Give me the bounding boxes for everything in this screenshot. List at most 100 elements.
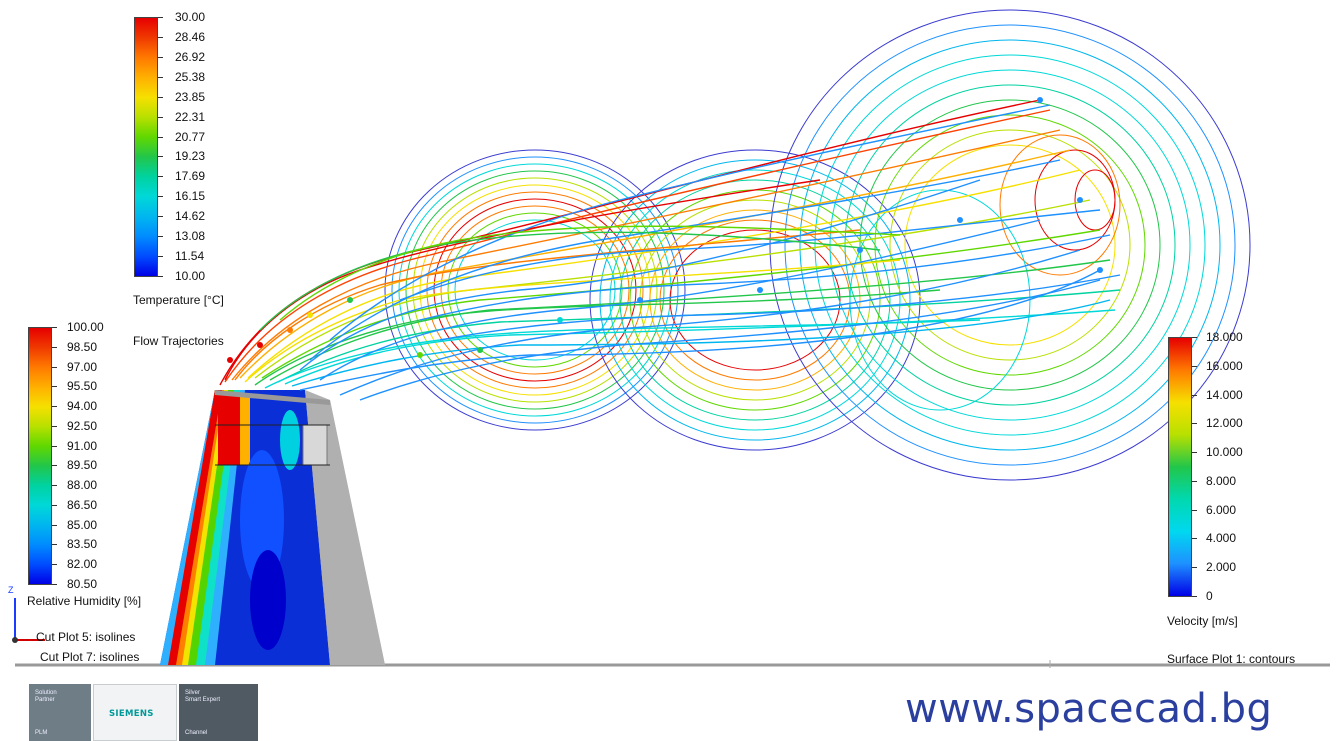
humidity-tick — [52, 465, 57, 466]
velocity-tick — [1192, 452, 1197, 453]
humidity-scale-value: 83.50 — [67, 537, 98, 551]
axis-triad — [12, 598, 45, 643]
temperature-tick — [158, 97, 163, 98]
temperature-scale-value: 14.62 — [175, 209, 206, 223]
temperature-scale-value: 26.92 — [175, 50, 206, 64]
velocity-tick — [1192, 481, 1197, 482]
temperature-scale-value: 16.15 — [175, 189, 206, 203]
humidity-tick — [52, 367, 57, 368]
solution-partner-badge: Solution Partner PLM — [29, 684, 91, 741]
badge-smart-expert-text: Smart Expert — [185, 697, 221, 703]
humidity-tick — [52, 584, 57, 585]
velocity-tick — [1192, 366, 1197, 367]
velocity-scale-value: 12.000 — [1206, 416, 1243, 430]
temperature-tick — [158, 37, 163, 38]
humidity-tick — [52, 347, 57, 348]
humidity-tick — [52, 386, 57, 387]
humidity-tick — [52, 406, 57, 407]
website-url[interactable]: www.spacecad.bg — [905, 686, 1273, 732]
humidity-tick — [52, 426, 57, 427]
temperature-scale-value: 30.00 — [175, 10, 206, 24]
isoline-ring-2 — [589, 149, 921, 451]
temperature-legend-title: Temperature [°C] — [133, 293, 224, 307]
humidity-scale-value: 97.00 — [67, 360, 98, 374]
temperature-tick — [158, 276, 163, 277]
velocity-scale-value: 4.000 — [1206, 531, 1237, 545]
cut-plot-5-label[interactable]: Cut Plot 5: isolines — [36, 630, 136, 644]
humidity-tick — [52, 446, 57, 447]
velocity-tick — [1192, 395, 1197, 396]
surface-plot-label[interactable]: Surface Plot 1: contours — [1167, 652, 1296, 666]
humidity-scale-value: 82.00 — [67, 557, 98, 571]
velocity-scale-value: 0 — [1206, 589, 1213, 603]
silver-smart-expert-badge: Silver Smart Expert Channel — [179, 684, 258, 741]
humidity-tick — [52, 327, 57, 328]
axis-z-label: Z — [8, 585, 14, 595]
velocity-tick — [1192, 596, 1197, 597]
humidity-scale-value: 92.50 — [67, 419, 98, 433]
velocity-scale-value: 8.000 — [1206, 474, 1237, 488]
velocity-scale-value: 6.000 — [1206, 503, 1237, 517]
siemens-logo-text: SIEMENS — [109, 709, 154, 719]
temperature-scale-value: 28.46 — [175, 30, 206, 44]
badge-solution-text: Solution — [35, 690, 57, 696]
velocity-tick — [1192, 337, 1197, 338]
humidity-tick — [52, 564, 57, 565]
temperature-tick — [158, 216, 163, 217]
cooling-tower — [160, 390, 385, 665]
temperature-scale-value: 20.77 — [175, 130, 206, 144]
temperature-colorbar — [134, 17, 158, 277]
humidity-scale-value: 86.50 — [67, 498, 98, 512]
badge-silver-text: Silver — [185, 690, 201, 696]
humidity-scale-value: 88.00 — [67, 478, 98, 492]
temperature-scale-value: 23.85 — [175, 90, 206, 104]
velocity-tick — [1192, 538, 1197, 539]
velocity-tick — [1192, 567, 1197, 568]
temperature-scale-value: 11.54 — [175, 249, 205, 263]
flow-trajectories — [219, 99, 1121, 401]
velocity-scale-value: 14.000 — [1206, 388, 1243, 402]
velocity-scale-value: 2.000 — [1206, 560, 1237, 574]
temperature-scale-value: 19.23 — [175, 149, 206, 163]
humidity-scale-value: 80.50 — [67, 577, 98, 591]
temperature-tick — [158, 77, 163, 78]
humidity-tick — [52, 505, 57, 506]
temperature-tick — [158, 137, 163, 138]
badge-partner-text: Partner — [35, 697, 55, 703]
temperature-tick — [158, 17, 163, 18]
humidity-scale-value: 91.00 — [67, 439, 98, 453]
temperature-tick — [158, 236, 163, 237]
humidity-tick — [52, 525, 57, 526]
humidity-scale-value: 94.00 — [67, 399, 98, 413]
flow-trajectories-label[interactable]: Flow Trajectories — [133, 334, 224, 348]
temperature-scale-value: 17.69 — [175, 169, 206, 183]
humidity-tick — [52, 544, 57, 545]
siemens-badge: SIEMENS — [93, 684, 177, 741]
velocity-tick — [1192, 423, 1197, 424]
temperature-scale-value: 22.31 — [175, 110, 206, 124]
humidity-colorbar — [28, 327, 52, 585]
temperature-tick — [158, 256, 163, 257]
temperature-scale-value: 25.38 — [175, 70, 206, 84]
velocity-scale-value: 10.000 — [1206, 445, 1243, 459]
humidity-legend-title: Relative Humidity [%] — [27, 594, 142, 608]
velocity-scale-value: 18.000 — [1206, 330, 1243, 344]
velocity-colorbar — [1168, 337, 1192, 597]
cut-plot-7-label[interactable]: Cut Plot 7: isolines — [40, 650, 140, 664]
temperature-scale-value: 13.08 — [175, 229, 206, 243]
badge-channel-text: Channel — [185, 730, 208, 736]
humidity-scale-value: 89.50 — [67, 458, 98, 472]
temperature-tick — [158, 117, 163, 118]
temperature-tick — [158, 176, 163, 177]
temperature-scale-value: 10.00 — [175, 269, 206, 283]
humidity-scale-value: 85.00 — [67, 518, 98, 532]
temperature-tick — [158, 57, 163, 58]
badge-plm-text: PLM — [35, 730, 48, 736]
humidity-scale-value: 98.50 — [67, 340, 98, 354]
humidity-scale-value: 95.50 — [67, 379, 98, 393]
temperature-tick — [158, 156, 163, 157]
humidity-tick — [52, 485, 57, 486]
velocity-legend-title: Velocity [m/s] — [1167, 614, 1238, 628]
velocity-scale-value: 16.000 — [1206, 359, 1243, 373]
